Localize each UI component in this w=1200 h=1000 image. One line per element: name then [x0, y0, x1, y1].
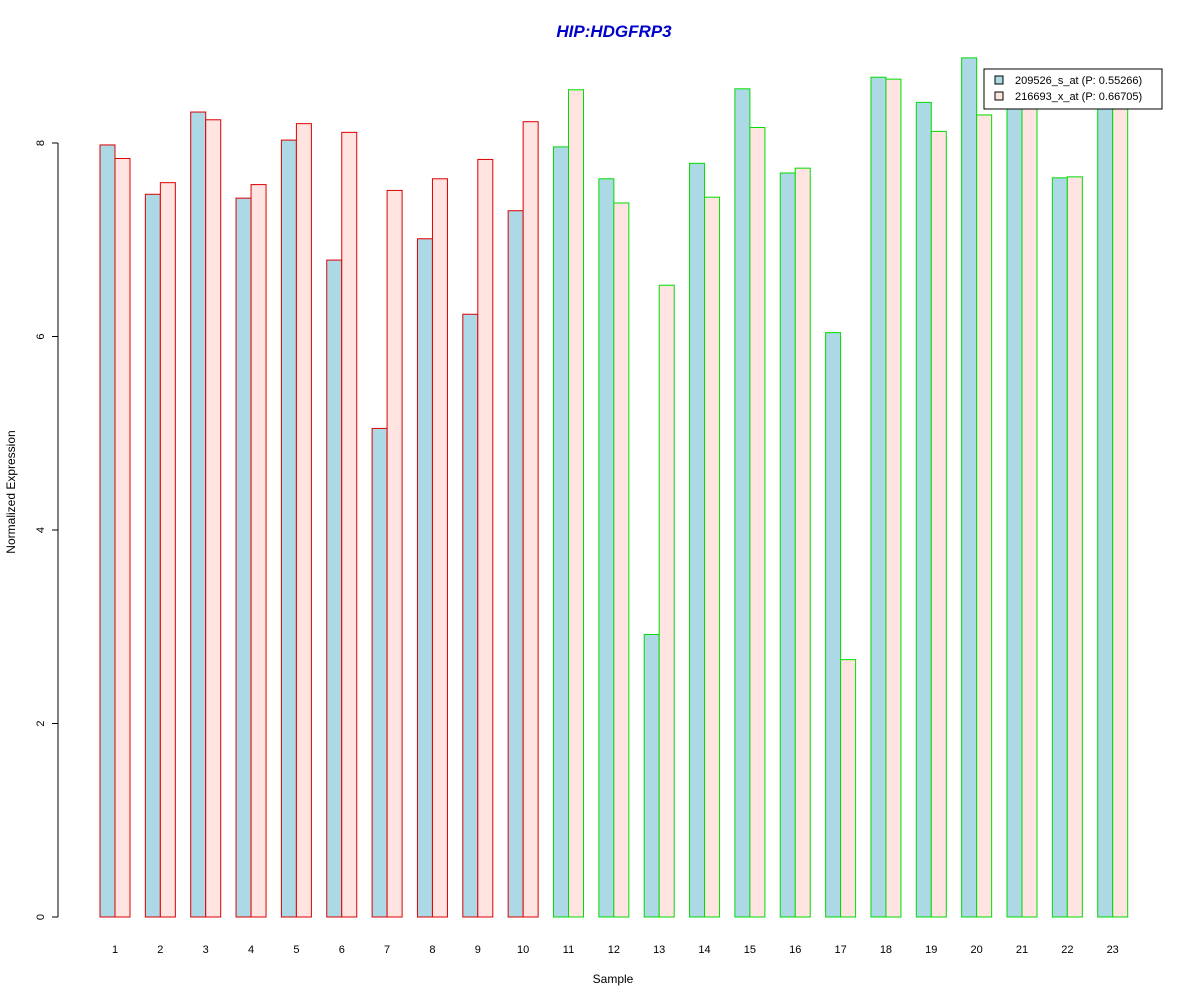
x-tick-label: 4 — [248, 944, 254, 956]
bar-sample-14-series-2 — [704, 196, 721, 918]
x-tick-label: 8 — [429, 944, 435, 956]
bar-sample-11-series-2 — [568, 89, 584, 918]
legend-label-2: 216693_x_at (P: 0.66705) — [1015, 91, 1142, 103]
bar-sample-7-series-2 — [386, 189, 403, 918]
y-tick-label: 0 — [35, 914, 47, 920]
x-tick-label: 11 — [563, 944, 574, 956]
bar-sample-22-series-1 — [1051, 177, 1068, 918]
bar-sample-12-series-2 — [613, 202, 630, 918]
x-tick-label: 15 — [744, 944, 756, 956]
bar-sample-5-series-2 — [295, 123, 312, 918]
legend-box — [983, 68, 1163, 110]
bar-sample-17-series-1 — [825, 332, 842, 918]
x-tick-label: 7 — [384, 944, 390, 956]
bar-sample-15-series-2 — [749, 127, 766, 918]
x-tick-label: 14 — [698, 944, 710, 956]
bar-sample-4-series-1 — [235, 197, 252, 918]
bar-sample-15-series-1 — [734, 88, 751, 918]
bar-sample-17-series-2 — [840, 659, 857, 918]
x-tick-label: 18 — [880, 944, 892, 956]
y-tick-label: 4 — [35, 527, 47, 533]
bar-sample-23-series-2 — [1112, 103, 1129, 918]
x-tick-label: 19 — [925, 944, 937, 956]
x-tick-label: 17 — [834, 944, 846, 956]
bar-sample-3-series-1 — [190, 111, 207, 918]
x-tick-label: 10 — [517, 944, 529, 956]
bar-sample-2-series-2 — [159, 182, 176, 918]
x-tick-label: 23 — [1107, 944, 1119, 956]
bar-sample-8-series-1 — [416, 238, 433, 918]
bar-sample-7-series-1 — [371, 427, 388, 918]
x-tick-label: 3 — [203, 944, 209, 956]
bar-sample-11-series-1 — [553, 146, 569, 918]
bar-sample-6-series-1 — [326, 259, 343, 918]
bar-sample-21-series-2 — [1021, 103, 1038, 918]
bar-sample-9-series-1 — [462, 313, 479, 918]
x-tick-label: 20 — [971, 944, 983, 956]
bar-sample-4-series-2 — [250, 184, 267, 918]
bar-sample-19-series-1 — [915, 101, 932, 918]
bar-sample-13-series-1 — [643, 633, 660, 918]
bar-sample-12-series-1 — [598, 178, 615, 918]
x-tick-label: 1 — [112, 944, 118, 956]
x-axis-title: Sample — [593, 972, 634, 986]
y-tick-label: 8 — [35, 140, 47, 146]
bar-sample-22-series-2 — [1066, 176, 1083, 918]
x-tick-label: 9 — [475, 944, 481, 956]
y-axis: 0 2 4 6 8 — [35, 140, 59, 920]
bar-sample-18-series-2 — [885, 78, 902, 918]
x-tick-label: 13 — [653, 944, 665, 956]
bar-sample-6-series-2 — [341, 131, 358, 918]
bar-sample-16-series-2 — [794, 167, 811, 918]
bar-sample-13-series-2 — [658, 284, 675, 918]
bar-sample-10-series-2 — [522, 121, 539, 918]
y-tick-label: 2 — [35, 720, 47, 726]
legend-swatch-2 — [994, 91, 1004, 101]
bar-sample-20-series-1 — [961, 57, 978, 918]
bar-sample-2-series-1 — [144, 193, 161, 918]
bar-sample-19-series-2 — [930, 130, 947, 918]
bar-sample-20-series-2 — [976, 114, 993, 918]
legend-swatch-1 — [994, 75, 1004, 85]
chart-title: HIP:HDGFRP3 — [556, 22, 672, 41]
bar-sample-16-series-1 — [779, 172, 796, 918]
bar-sample-21-series-1 — [1006, 103, 1023, 918]
x-tick-label: 12 — [608, 944, 620, 956]
bars-layer — [99, 57, 1129, 918]
x-tick-label: 6 — [339, 944, 345, 956]
x-tick-label: 22 — [1061, 944, 1073, 956]
x-tick-label: 21 — [1016, 944, 1028, 956]
x-tick-labels: 1 2 3 4 5 6 7 8 9 10 11 12 13 14 15 16 17 18 19 20 21 22 23 — [112, 944, 1119, 956]
bar-sample-1-series-2 — [114, 157, 131, 918]
y-axis-title: Normalized Expression — [4, 430, 18, 553]
x-tick-label: 16 — [789, 944, 801, 956]
x-tick-label: 5 — [293, 944, 299, 956]
y-tick-label: 6 — [35, 333, 47, 339]
bar-sample-8-series-2 — [431, 178, 448, 918]
bar-sample-5-series-1 — [280, 139, 297, 918]
legend-label-1: 209526_s_at (P: 0.55266) — [1015, 75, 1142, 87]
bar-sample-1-series-1 — [99, 144, 116, 918]
bar-sample-9-series-2 — [477, 158, 494, 918]
bar-sample-14-series-1 — [689, 162, 706, 918]
bar-sample-10-series-1 — [507, 210, 524, 918]
bar-sample-18-series-1 — [870, 76, 887, 918]
legend: 209526_s_at (P: 0.55266) 216693_x_at (P: … — [983, 68, 1163, 110]
x-tick-label: 2 — [157, 944, 163, 956]
bar-sample-23-series-1 — [1097, 103, 1114, 918]
bar-sample-3-series-2 — [205, 119, 222, 918]
